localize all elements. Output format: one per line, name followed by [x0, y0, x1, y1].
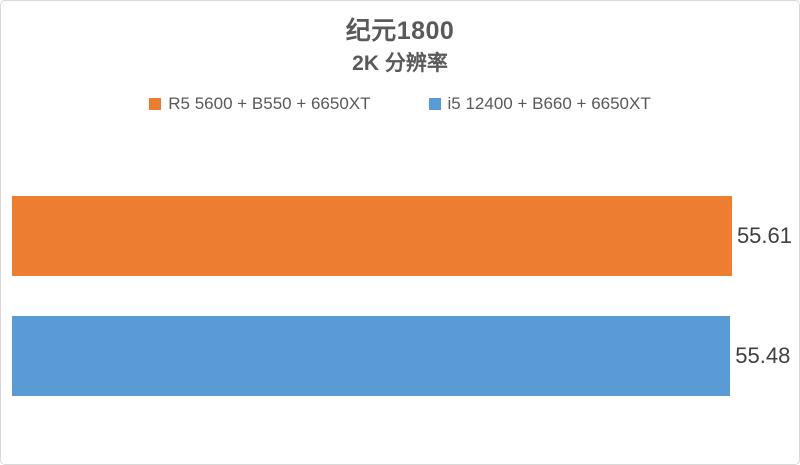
bar-value-label: 55.61: [736, 223, 792, 248]
chart-title: 纪元1800: [345, 17, 455, 45]
bar-value-label: 55.48: [735, 343, 791, 368]
legend-swatch-blue-icon: [428, 98, 441, 110]
legend-swatch-orange-icon: [149, 98, 162, 110]
bar-row: 55.61: [12, 196, 792, 276]
legend-item-r5-5600: R5 5600 + B550 + 6650XT: [149, 94, 371, 114]
plot-area: 55.61 55.48: [12, 196, 792, 404]
legend-item-i5-12400: i5 12400 + B660 + 6650XT: [428, 94, 651, 114]
chart-subtitle: 2K 分辨率: [352, 52, 448, 75]
legend-label: R5 5600 + B550 + 6650XT: [168, 94, 371, 113]
bar-r5-5600: [12, 196, 732, 276]
legend: R5 5600 + B550 + 6650XT i5 12400 + B660 …: [1, 94, 799, 114]
legend-label: i5 12400 + B660 + 6650XT: [447, 94, 651, 113]
bar-i5-12400: [12, 316, 731, 396]
bar-row: 55.48: [12, 316, 790, 396]
